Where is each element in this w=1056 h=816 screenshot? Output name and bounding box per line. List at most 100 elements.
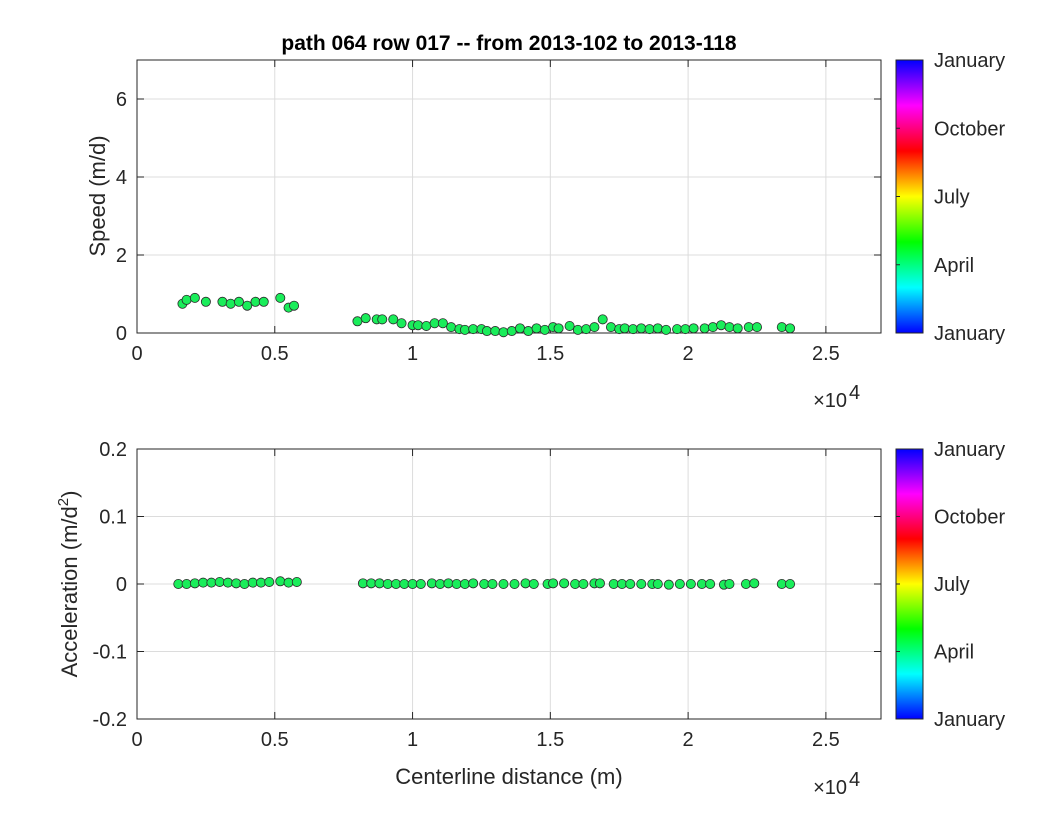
- acceleration-data-point: [214, 576, 225, 587]
- acceleration-colorbar-label: October: [934, 507, 1005, 529]
- speed-data-point: [413, 320, 424, 331]
- speed-data-point: [752, 322, 763, 333]
- speed-data-point: [688, 323, 699, 334]
- speed-data-point: [564, 320, 575, 331]
- acceleration-x-exponent-label: ×10: [813, 777, 847, 799]
- speed-colorbar: January April July October January: [895, 50, 1005, 345]
- acceleration-data-point: [247, 577, 258, 588]
- speed-data-point: [539, 324, 550, 335]
- acceleration-data-point: [594, 578, 605, 589]
- speed-xtick-label: 1.5: [536, 343, 564, 365]
- acceleration-data-point: [468, 578, 479, 589]
- speed-ylabel: Speed (m/d): [85, 135, 110, 256]
- speed-data-point: [437, 318, 448, 329]
- speed-xtick-label: 0: [131, 343, 142, 365]
- speed-ytick-label: 6: [116, 89, 127, 111]
- acceleration-colorbar: January April July October January: [895, 439, 1005, 731]
- speed-data-point: [572, 324, 583, 335]
- acceleration-data-point: [528, 579, 539, 590]
- speed-xtick-label: 1: [407, 343, 418, 365]
- speed-data-point: [732, 323, 743, 334]
- speed-ytick-label: 2: [116, 245, 127, 267]
- speed-data-point: [515, 323, 526, 334]
- acceleration-data-point: [399, 579, 410, 590]
- speed-data-point: [258, 296, 269, 307]
- acceleration-xtick-label: 2.5: [812, 729, 840, 751]
- acceleration-data-point: [498, 579, 509, 590]
- acceleration-data-point: [724, 579, 735, 590]
- speed-xtick-label: 2.5: [812, 343, 840, 365]
- acceleration-xtick-label: 1.5: [536, 729, 564, 751]
- speed-data-point: [189, 292, 200, 303]
- acceleration-xlabel: Centerline distance (m): [395, 764, 622, 789]
- acceleration-data-point: [231, 578, 242, 589]
- speed-data-point: [672, 324, 683, 335]
- speed-data-point: [481, 326, 492, 337]
- acceleration-data-point: [696, 579, 707, 590]
- speed-ticks: 0 0.5 1 1.5 2 2.5 0 2 4 6: [116, 60, 881, 365]
- speed-data-point: [377, 314, 388, 325]
- speed-data-point: [181, 294, 192, 305]
- speed-x-exponent-power: 4: [849, 382, 860, 404]
- speed-colorbar-label: October: [934, 118, 1005, 140]
- acceleration-data-point: [570, 579, 581, 590]
- acceleration-data-point: [426, 578, 437, 589]
- speed-xtick-label: 2: [683, 343, 694, 365]
- speed-data-point: [275, 292, 286, 303]
- acceleration-data-point: [189, 578, 200, 589]
- acceleration-colorbar-gradient: [895, 448, 924, 720]
- speed-data-point: [605, 322, 616, 333]
- speed-plot-area: [137, 60, 881, 333]
- speed-data-point: [506, 326, 517, 337]
- speed-data-point: [352, 316, 363, 327]
- acceleration-axes: 0 0.5 1 1.5 2 2.5 -0.2 -0.1 0 0.1 0.2 Acceleration…: [55, 439, 882, 799]
- acceleration-data-point: [509, 579, 520, 590]
- speed-x-exponent-label: ×10: [813, 390, 847, 412]
- acceleration-data-point: [487, 579, 498, 590]
- acceleration-data-point: [366, 578, 377, 589]
- chart-title: path 064 row 017 -- from 2013-102 to 201…: [281, 32, 737, 55]
- acceleration-x-exponent-power: 4: [849, 769, 860, 791]
- acceleration-colorbar-label: July: [934, 574, 970, 596]
- acceleration-xtick-label: 2: [683, 729, 694, 751]
- acceleration-data-point: [479, 579, 490, 590]
- speed-data-point: [360, 313, 371, 324]
- speed-data-point: [707, 322, 718, 333]
- acceleration-data-point: [206, 577, 217, 588]
- acceleration-data-point: [616, 579, 627, 590]
- acceleration-points: [173, 576, 796, 590]
- speed-data-point: [217, 296, 228, 307]
- acceleration-data-point: [625, 579, 636, 590]
- speed-data-point: [776, 322, 787, 333]
- acceleration-data-point: [608, 579, 619, 590]
- speed-data-point: [636, 323, 647, 334]
- acceleration-data-point: [740, 579, 751, 590]
- speed-data-point: [581, 324, 592, 335]
- acceleration-data-point: [443, 578, 454, 589]
- acceleration-data-point: [685, 579, 696, 590]
- speed-data-point: [652, 323, 663, 334]
- acceleration-data-point: [255, 577, 266, 588]
- acceleration-ytick-label: 0.2: [99, 439, 127, 461]
- speed-data-point: [644, 324, 655, 335]
- speed-data-point: [396, 318, 407, 329]
- acceleration-xtick-label: 0: [131, 729, 142, 751]
- speed-data-point: [225, 298, 236, 309]
- acceleration-data-point: [749, 578, 760, 589]
- speed-data-point: [490, 326, 501, 337]
- speed-data-point: [743, 322, 754, 333]
- speed-ytick-label: 0: [116, 323, 127, 345]
- speed-data-point: [250, 296, 261, 307]
- acceleration-data-point: [652, 579, 663, 590]
- acceleration-colorbar-label: January: [934, 709, 1005, 731]
- speed-data-point: [724, 322, 735, 333]
- acceleration-data-point: [705, 579, 716, 590]
- speed-data-point: [553, 323, 564, 334]
- speed-data-point: [421, 320, 432, 331]
- acceleration-data-point: [636, 579, 647, 590]
- acceleration-data-point: [674, 579, 685, 590]
- speed-data-point: [388, 314, 399, 325]
- acceleration-data-point: [559, 578, 570, 589]
- acceleration-data-point: [357, 578, 368, 589]
